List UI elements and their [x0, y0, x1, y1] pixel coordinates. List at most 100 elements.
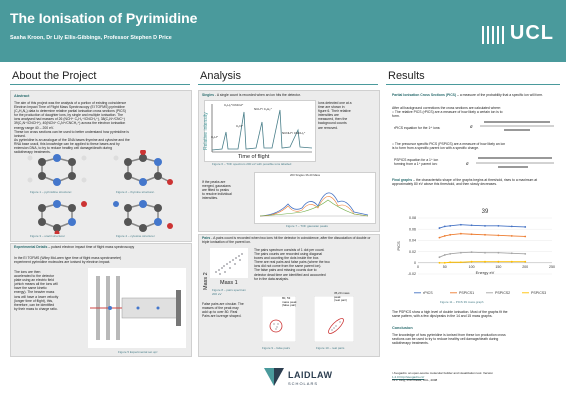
series-point: [443, 235, 446, 237]
pspics-text: ○ The precursor specific PICS (PSPICS) a…: [392, 142, 506, 151]
section-analysis-rule: [198, 84, 378, 85]
y-tick-label: 0: [414, 261, 416, 265]
series-point: [459, 261, 462, 264]
y-tick-label: 0.08: [409, 216, 416, 220]
series-point: [510, 235, 513, 237]
laidlaw-subtitle: SCHOLARS: [288, 381, 319, 386]
series-point: [443, 254, 446, 256]
figure-1-caption: Figure 1 – pyrimidine structure¹: [30, 190, 72, 194]
abstract-heading: Abstract: [14, 94, 30, 98]
singles-text: Ions detected one at a time are shown in f…: [318, 101, 352, 130]
experimental-heading-line: Experimental Details – pulsed electron i…: [14, 245, 188, 249]
thymine-molecule-image: [113, 150, 173, 186]
pspics-equation-label: PSPICS equation for a 1⁺ ion forming from…: [394, 158, 439, 167]
experimental-intro: In the EI TOFMS (Wiley McLaren type time…: [14, 256, 122, 265]
rpics-equation-label: rPICS equation for the 1ˢᵗ ions:: [394, 126, 441, 130]
references: ¹ Avogadro: an open-source molecular bui…: [392, 371, 558, 383]
pics-heading-line: Partial Ionisation Cross Sections (PICS)…: [392, 93, 558, 97]
time-of-flight-label: Time of flight: [238, 154, 270, 160]
figure-7-caption: Figure 7 – TOF gaussian peaks: [286, 224, 328, 228]
singles-heading-rest: - A single count is recorded when an ion…: [214, 93, 301, 97]
series-point: [497, 260, 500, 263]
series-point: [443, 261, 446, 264]
laidlaw-name: LAIDLAW: [288, 370, 333, 380]
pics-heading-rest: – a measure of the probability that a sp…: [456, 93, 544, 97]
pairs-heading: Pairs: [202, 236, 211, 240]
false-pair-label: 80, 53 mass peak (false pair): [282, 296, 297, 308]
gaussian-chart-frame: [254, 172, 376, 224]
series-point: [470, 251, 473, 254]
series-point: [524, 226, 527, 228]
experimental-heading-rest: – pulsed electron impact time of flight …: [47, 245, 135, 249]
series-point: [438, 261, 441, 264]
laidlaw-crest-icon: [264, 368, 284, 386]
false-pairs-text: False pairs are circular. The masses of t…: [202, 302, 244, 319]
final-graphs-line: Final graphs – the characteristic shape …: [392, 178, 558, 186]
figure-4-caption: Figure 4 – cytosine structure¹: [116, 234, 155, 238]
y-tick-label: 0.06: [409, 227, 416, 231]
y-tick-label: 0.04: [409, 239, 416, 243]
uracil-molecule-image: [38, 200, 87, 234]
cytosine-molecule-image: [113, 200, 173, 232]
section-about-heading: About the Project: [12, 70, 97, 82]
summary-text: The PSPICS show a high level of double i…: [392, 310, 508, 319]
figure-8-caption: Figure 8 – pairs spectrum 200 eV: [212, 288, 247, 296]
pairs-spectrum-plot: [210, 248, 248, 278]
ion-label-1: C₂H₂⁺/CNCH⁺: [224, 103, 244, 107]
y-tick-label: -0.02: [408, 272, 416, 276]
ion-label-4: NCNH⁺/ CNCH₂⁺: [282, 131, 306, 135]
final-graphs-heading: Final graphs: [392, 178, 413, 182]
pics-heading: Partial Ionisation Cross Sections (PICS): [392, 93, 457, 97]
figure-10-caption: Figure 10 – real pairs: [316, 346, 345, 350]
figure-11-caption: Figure 11 – PICS 39 mass graph: [440, 300, 484, 304]
series-point: [449, 261, 452, 264]
series-point: [497, 224, 500, 227]
series-point: [470, 260, 473, 263]
y-axis-label: PICS: [396, 241, 401, 251]
gaussian-text: If the peaks are merged, gaussians are fit…: [202, 180, 232, 201]
conclusion-text: The knowledge of how pyrimidine is ionis…: [392, 333, 506, 346]
pairs-heading-line: Pairs - A pairs count is recorded when t…: [202, 236, 376, 244]
pyrimidine-molecule-image: [27, 154, 87, 186]
series-point: [449, 233, 452, 236]
series-point: [484, 251, 486, 254]
figure-6-caption: Figure 6 – TOF spectrum 200 eV with poss…: [212, 162, 292, 166]
singles-heading: Singles: [202, 93, 215, 97]
ion-label-5: C₂H⁺: [211, 135, 219, 139]
series-point: [449, 252, 452, 255]
ion-label-2: NCH⁺/ C₂H₂⁺: [254, 107, 272, 111]
pics-text: After all background corrections the cro…: [392, 106, 503, 119]
poster-header: The Ionisation of Pyrimidine Sasha Kroon…: [0, 0, 566, 62]
series-point: [470, 224, 473, 227]
gaussian-chart-title: 200 Singles 36-40 Mass: [290, 173, 321, 177]
real-pairs-image: [314, 296, 354, 342]
svg-text:σ: σ: [470, 125, 473, 130]
series-point: [459, 223, 462, 226]
series-point: [524, 235, 527, 238]
pics-39-chart: 390.080.060.040.020-0.020 50 100 150 200 250P…: [392, 204, 558, 300]
ucl-logo: UCL: [509, 22, 554, 44]
abstract-text: The aim of this project was the analysis…: [14, 101, 130, 155]
poster-title: The Ionisation of Pyrimidine: [10, 10, 198, 26]
false-pairs-image: [262, 296, 296, 342]
singles-heading-line: Singles - A single count is recorded whe…: [202, 93, 376, 97]
series-point: [459, 251, 462, 254]
series-point: [524, 252, 527, 255]
series-point: [510, 260, 513, 263]
x-tick-label: 150: [495, 265, 501, 269]
x-tick-label: 0: [417, 265, 419, 269]
experimental-heading: Experimental Details: [14, 245, 48, 249]
reference-link[interactable]: 1.2.0 http://avogadro.cc/: [392, 374, 425, 379]
abstract-panel: [10, 90, 192, 242]
series-point: [510, 225, 513, 228]
experimental-setup-diagram: [88, 268, 186, 348]
pairs-text: The pairs spectrum consists of 1 dot per…: [254, 248, 330, 281]
figure-2-caption: Figure 2 – thymine structure¹: [116, 190, 155, 194]
ucl-portico-icon: [482, 26, 504, 44]
series-point: [459, 232, 462, 235]
series-point: [443, 225, 446, 228]
legend-entry: PSPICS2: [495, 291, 510, 295]
figure-9-caption: Figure 9 – false pairs: [262, 346, 291, 350]
final-graphs-rest: – the characteristic shape of the graphs…: [392, 178, 538, 187]
chart-title: 39: [482, 209, 489, 215]
